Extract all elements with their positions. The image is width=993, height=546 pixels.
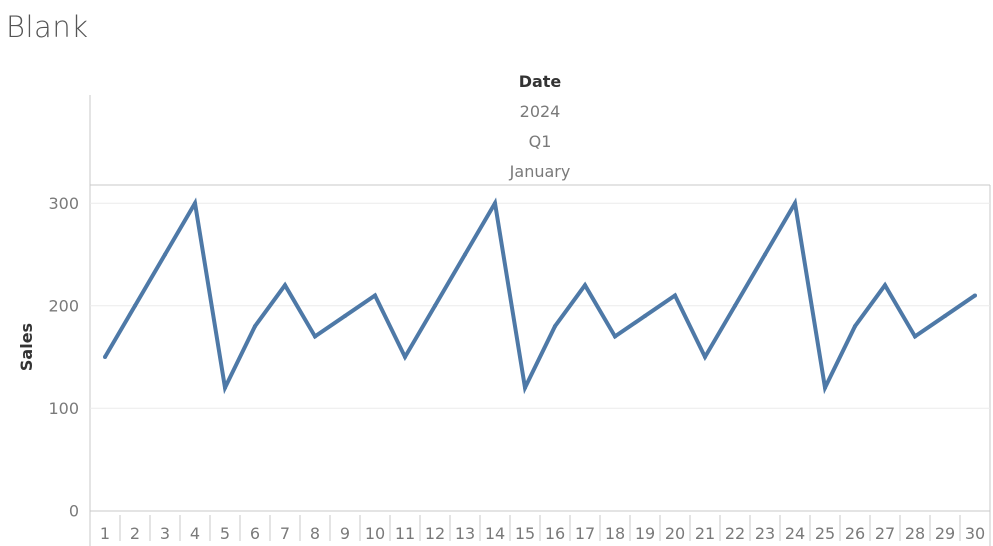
sales-series-line xyxy=(103,197,977,395)
sales-data-point xyxy=(583,283,587,288)
x-tick-label: 2 xyxy=(130,524,140,543)
x-tick-label: 19 xyxy=(635,524,655,543)
gridlines xyxy=(90,202,990,409)
y-axis-ticks: 300 200 100 0 xyxy=(48,194,79,521)
sheet-title: Blank xyxy=(6,10,89,44)
y-tick-label: 200 xyxy=(48,297,79,316)
x-tick-label: 13 xyxy=(455,524,475,543)
sales-data-point xyxy=(763,252,767,257)
y-tick-label: 0 xyxy=(69,502,79,521)
sales-data-point xyxy=(163,252,167,257)
sales-data-point xyxy=(373,293,377,298)
x-tick-label: 3 xyxy=(160,524,170,543)
header-level-quarter: Q1 xyxy=(529,132,552,151)
sales-data-point xyxy=(463,252,467,257)
sales-data-point xyxy=(883,283,887,288)
sales-data-point xyxy=(193,201,197,206)
sales-data-point xyxy=(853,324,857,329)
sales-data-point xyxy=(733,303,737,308)
x-tick-label: 18 xyxy=(605,524,625,543)
sales-data-point xyxy=(493,201,497,206)
sales-data-point xyxy=(553,324,557,329)
sales-data-point xyxy=(283,283,287,288)
x-tick-label: 1 xyxy=(100,524,110,543)
x-tick-label: 20 xyxy=(665,524,685,543)
sales-data-point xyxy=(673,293,677,298)
sales-data-point xyxy=(643,313,647,318)
x-tick-label: 11 xyxy=(395,524,415,543)
sales-data-point xyxy=(823,385,827,390)
x-tick-label: 26 xyxy=(845,524,865,543)
x-tick-label: 30 xyxy=(965,524,985,543)
sales-data-point xyxy=(613,334,617,339)
x-tick-label: 14 xyxy=(485,524,505,543)
sales-data-point xyxy=(793,201,797,206)
x-tick-label: 15 xyxy=(515,524,535,543)
x-tick-label: 21 xyxy=(695,524,715,543)
sales-data-point xyxy=(133,303,137,308)
x-tick-label: 25 xyxy=(815,524,835,543)
sales-data-point xyxy=(523,385,527,390)
sales-data-point xyxy=(403,354,407,359)
x-tick-label: 24 xyxy=(785,524,805,543)
x-tick-label: 9 xyxy=(340,524,350,543)
x-tick-label: 7 xyxy=(280,524,290,543)
x-tick-label: 17 xyxy=(575,524,595,543)
sales-data-point xyxy=(313,334,317,339)
header-level-month: January xyxy=(509,162,571,181)
sales-data-point xyxy=(913,334,917,339)
header-title: Date xyxy=(519,72,562,91)
x-tick-label: 23 xyxy=(755,524,775,543)
y-axis-title: Sales xyxy=(17,323,36,371)
y-tick-label: 100 xyxy=(48,399,79,418)
header-level-year: 2024 xyxy=(520,102,561,121)
sales-data-point xyxy=(253,324,257,329)
x-tick-label: 4 xyxy=(190,524,200,543)
x-axis-ticks: 1 2 3 4 5 6 7 8 9 10 11 12 13 14 15 16 17 18 19 20 21 22 23 24 2… xyxy=(100,515,985,543)
x-tick-label: 10 xyxy=(365,524,385,543)
date-header: Date 2024 Q1 January xyxy=(509,72,571,181)
x-tick-label: 6 xyxy=(250,524,260,543)
sales-data-point xyxy=(703,354,707,359)
x-tick-label: 29 xyxy=(935,524,955,543)
x-tick-label: 22 xyxy=(725,524,745,543)
sales-data-point xyxy=(943,313,947,318)
sales-data-point xyxy=(223,385,227,390)
x-tick-label: 27 xyxy=(875,524,895,543)
sales-data-point xyxy=(973,293,977,298)
sales-data-point xyxy=(103,354,107,359)
x-tick-label: 16 xyxy=(545,524,565,543)
sales-data-point xyxy=(433,303,437,308)
chart-frame xyxy=(89,95,991,546)
y-tick-label: 300 xyxy=(48,194,79,213)
sales-data-point xyxy=(343,313,347,318)
x-tick-label: 12 xyxy=(425,524,445,543)
x-tick-label: 8 xyxy=(310,524,320,543)
series-group xyxy=(103,197,977,395)
x-tick-label: 28 xyxy=(905,524,925,543)
x-tick-label: 5 xyxy=(220,524,230,543)
